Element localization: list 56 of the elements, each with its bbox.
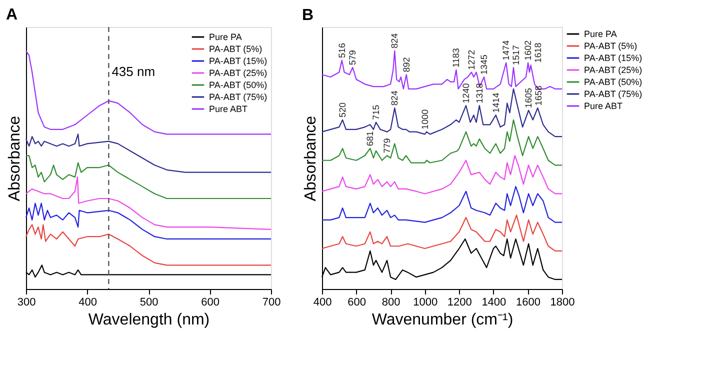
annotation: 892 [401, 57, 412, 72]
annotation: 1414 [490, 92, 501, 113]
x-tick-label: 600 [348, 296, 366, 308]
annotation: 824 [390, 90, 400, 106]
legend-label: PA-ABT (75%) [584, 89, 642, 99]
annotation: 824 [390, 33, 400, 48]
annotation: 1618 [533, 42, 544, 63]
legend-label: PA-ABT (50%) [584, 77, 642, 87]
chart-title: B [302, 7, 314, 24]
ref-line-label: 435 nm [112, 64, 156, 79]
legend-label: PA-ABT (50%) [209, 80, 268, 90]
legend-label: PA-ABT (15%) [209, 56, 268, 66]
legend-label: Pure ABT [209, 104, 248, 114]
legend-label: PA-ABT (5%) [584, 41, 638, 51]
x-tick-label: 400 [313, 296, 332, 308]
legend-label: PA-ABT (25%) [584, 65, 642, 75]
legend-label: Pure PA [209, 32, 242, 42]
annotation: 779 [382, 138, 392, 154]
y-axis-title: Absorbance [6, 116, 24, 202]
legend-label: PA-ABT (75%) [209, 92, 268, 102]
x-tick-label: 1000 [413, 296, 438, 308]
annotation: 1602 [523, 40, 534, 60]
annotation: 1605 [524, 88, 534, 108]
annotation: 715 [371, 104, 381, 120]
x-axis-title: Wavenumber (cm⁻¹) [372, 312, 514, 328]
x-tick-label: 700 [262, 296, 281, 308]
annotation: 1272 [466, 50, 476, 70]
legend-label: Pure ABT [584, 101, 624, 111]
annotation: 1318 [474, 83, 484, 104]
annotation: 1345 [479, 54, 489, 75]
chart-title: A [6, 6, 18, 24]
x-tick-label: 1600 [516, 296, 540, 308]
legend-label: PA-ABT (25%) [209, 68, 268, 78]
x-tick-label: 300 [17, 296, 36, 308]
x-tick-label: 800 [382, 296, 400, 308]
annotation: 1183 [451, 48, 462, 68]
x-tick-label: 1400 [482, 296, 506, 308]
annotation: 579 [348, 50, 358, 66]
annotation: 1000 [420, 109, 430, 130]
annotation: 1658 [534, 86, 544, 106]
x-tick-label: 1800 [550, 296, 575, 308]
legend-label: PA-ABT (5%) [209, 44, 262, 54]
x-tick-label: 1200 [447, 296, 472, 308]
x-tick-label: 500 [140, 296, 158, 308]
annotation: 1240 [461, 83, 471, 104]
y-axis-title: Absorbance [302, 116, 320, 202]
annotation: 1474 [501, 40, 512, 60]
x-tick-label: 600 [201, 296, 220, 308]
legend-label: PA-ABT (15%) [584, 53, 642, 63]
annotation: 681 [365, 131, 376, 146]
x-axis-title: Wavelength (nm) [88, 312, 210, 328]
annotation: 516 [336, 42, 347, 58]
annotation: 1517 [511, 45, 522, 66]
x-tick-label: 400 [78, 296, 97, 308]
annotation: 520 [338, 102, 348, 118]
legend-label: Pure PA [584, 29, 617, 39]
